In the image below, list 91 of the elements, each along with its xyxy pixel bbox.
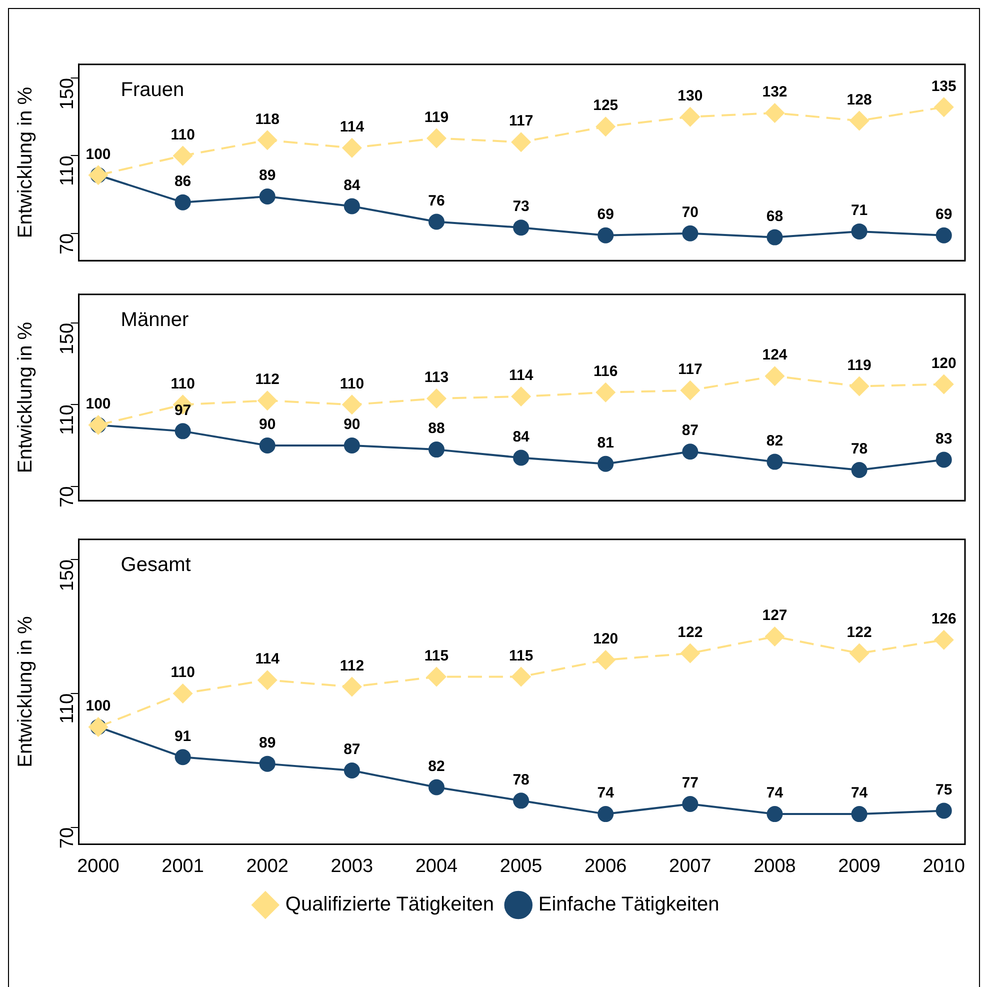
- data-label: 90: [259, 416, 276, 434]
- x-tick-label: 2009: [838, 856, 880, 877]
- data-label: 113: [424, 369, 449, 386]
- data-label: 130: [678, 87, 703, 104]
- data-label: 75: [936, 781, 952, 798]
- data-label: 126: [931, 610, 956, 628]
- text: Gesamt: [120, 554, 192, 576]
- data-label: 110: [340, 375, 364, 392]
- y-tick-label: 150: [57, 78, 78, 110]
- x-tick-label: 2005: [500, 856, 542, 877]
- legend-label: Qualifizierte Tätigkeiten: [285, 894, 494, 916]
- data-label: 82: [428, 758, 445, 775]
- y-tick-label: 110: [57, 156, 78, 186]
- y-tick-label: 70: [57, 233, 78, 255]
- data-label: 88: [428, 420, 445, 438]
- data-label: 97: [174, 402, 192, 419]
- data-label: 120: [931, 354, 956, 372]
- data-label: 73: [512, 198, 530, 216]
- x-tick-label: 2003: [330, 856, 374, 877]
- x-tick-label: 2000: [77, 856, 120, 877]
- data-label: 125: [593, 97, 618, 114]
- y-tick-label: 70: [57, 486, 78, 508]
- data-label: 87: [344, 741, 360, 758]
- x-tick-label: 2004: [415, 856, 458, 877]
- x-tick-label: 2002: [246, 856, 289, 877]
- data-label: 128: [846, 91, 872, 108]
- data-label: 69: [936, 206, 952, 223]
- data-label: 77: [682, 774, 699, 792]
- y-tick-label: 150: [57, 322, 78, 355]
- data-label: 132: [762, 84, 788, 101]
- data-label: 71: [850, 202, 868, 220]
- data-label: 78: [512, 771, 530, 788]
- y-axis-title: Entwicklung in %: [14, 322, 37, 474]
- data-label: 110: [170, 664, 195, 682]
- text: Männer: [120, 308, 189, 331]
- data-label: 83: [936, 430, 952, 448]
- data-label: 74: [850, 784, 868, 802]
- data-label: 114: [255, 650, 280, 668]
- data-label: 114: [340, 118, 365, 136]
- data-label: 110: [170, 126, 195, 144]
- data-label: 120: [593, 630, 618, 648]
- data-label: 114: [508, 367, 534, 384]
- legend-label: Einfache Tätigkeiten: [538, 894, 720, 916]
- data-label: 115: [424, 647, 449, 664]
- text: Frauen: [120, 78, 184, 101]
- data-label: 69: [597, 206, 614, 223]
- y-axis-title: Entwicklung in %: [14, 86, 37, 238]
- y-tick-label: 70: [57, 827, 78, 849]
- data-label: 84: [344, 176, 361, 194]
- data-label: 127: [762, 607, 788, 624]
- data-label: 119: [847, 356, 872, 374]
- data-label: 100: [86, 146, 111, 163]
- data-label: 115: [508, 647, 534, 664]
- data-label: 122: [846, 624, 872, 641]
- x-tick-label: 2008: [754, 856, 796, 877]
- data-label: 74: [597, 784, 615, 802]
- data-label: 100: [86, 396, 111, 413]
- data-label: 90: [344, 416, 360, 434]
- data-label: 89: [259, 167, 276, 184]
- data-label: 112: [340, 657, 364, 674]
- data-label: 81: [597, 434, 614, 452]
- data-label: 122: [678, 624, 703, 641]
- data-label: 87: [682, 422, 699, 440]
- x-tick-label: 2010: [922, 856, 965, 877]
- data-label: 100: [86, 698, 111, 715]
- data-label: 116: [594, 363, 618, 380]
- data-label: 117: [508, 112, 534, 130]
- data-label: 119: [424, 108, 449, 126]
- data-label: 91: [174, 728, 192, 745]
- data-label: 84: [512, 428, 530, 446]
- x-tick-label: 2006: [584, 856, 627, 877]
- x-tick-label: 2001: [162, 856, 204, 877]
- data-label: 68: [766, 208, 784, 225]
- data-label: 86: [174, 172, 192, 190]
- data-label: 89: [259, 734, 276, 752]
- data-label: 74: [766, 784, 784, 802]
- data-label: 118: [255, 110, 280, 128]
- data-label: 76: [428, 192, 445, 210]
- y-axis-title: Entwicklung in %: [14, 616, 37, 768]
- data-label: 70: [682, 204, 699, 222]
- data-label: 135: [931, 78, 956, 95]
- y-tick-label: 110: [57, 404, 78, 435]
- y-tick-label: 110: [57, 693, 78, 724]
- data-label: 78: [850, 440, 868, 458]
- data-label: 82: [766, 432, 784, 450]
- data-label: 112: [255, 371, 280, 388]
- data-label: 110: [170, 375, 195, 392]
- data-label: 117: [678, 360, 702, 378]
- data-label: 124: [762, 346, 788, 364]
- y-tick-label: 150: [57, 559, 78, 592]
- x-tick-label: 2007: [669, 856, 712, 877]
